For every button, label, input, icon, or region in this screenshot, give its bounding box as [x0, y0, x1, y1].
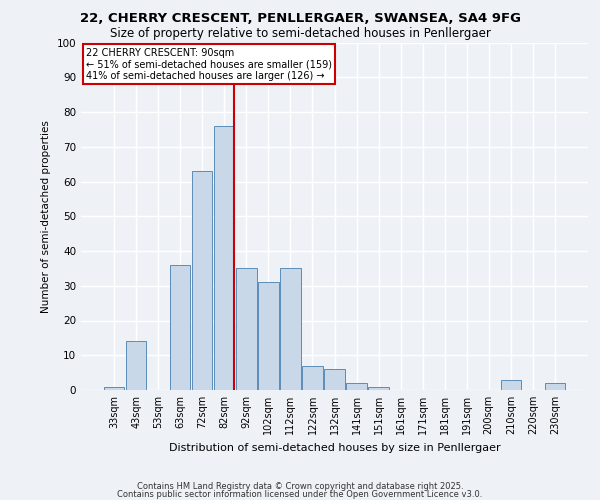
Bar [346, 383, 367, 390]
Bar [368, 386, 389, 390]
Bar [280, 268, 301, 390]
Y-axis label: Number of semi-detached properties: Number of semi-detached properties [41, 120, 51, 312]
Bar [545, 383, 565, 390]
Text: 22, CHERRY CRESCENT, PENLLERGAER, SWANSEA, SA4 9FG: 22, CHERRY CRESCENT, PENLLERGAER, SWANSE… [79, 12, 521, 26]
Bar [192, 171, 212, 390]
Text: Contains HM Land Registry data © Crown copyright and database right 2025.: Contains HM Land Registry data © Crown c… [137, 482, 463, 491]
Text: Size of property relative to semi-detached houses in Penllergaer: Size of property relative to semi-detach… [110, 28, 490, 40]
X-axis label: Distribution of semi-detached houses by size in Penllergaer: Distribution of semi-detached houses by … [169, 442, 500, 452]
Bar [500, 380, 521, 390]
Bar [104, 386, 124, 390]
Text: 22 CHERRY CRESCENT: 90sqm
← 51% of semi-detached houses are smaller (159)
41% of: 22 CHERRY CRESCENT: 90sqm ← 51% of semi-… [86, 48, 332, 81]
Bar [258, 282, 278, 390]
Text: Contains public sector information licensed under the Open Government Licence v3: Contains public sector information licen… [118, 490, 482, 499]
Bar [302, 366, 323, 390]
Bar [170, 265, 190, 390]
Bar [236, 268, 257, 390]
Bar [214, 126, 235, 390]
Bar [325, 369, 344, 390]
Bar [126, 342, 146, 390]
